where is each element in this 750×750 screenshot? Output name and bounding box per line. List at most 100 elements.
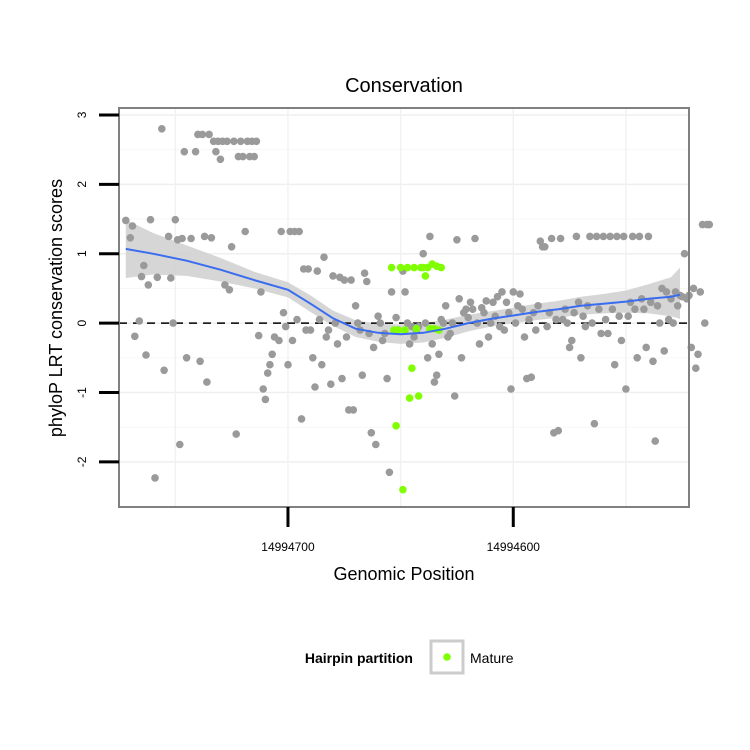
data-point-other xyxy=(374,312,382,321)
data-point-other xyxy=(304,265,313,273)
data-point-other xyxy=(613,232,621,241)
plot-area: 3 2 1 0 -1 -2 14994700 14994600 xyxy=(75,107,714,554)
data-point-other xyxy=(651,437,659,445)
data-point-other xyxy=(631,305,639,314)
data-point-other xyxy=(230,137,238,146)
data-point-other xyxy=(241,227,249,236)
data-point-other xyxy=(505,308,513,317)
data-point-mature xyxy=(410,263,418,272)
data-point-other xyxy=(484,333,493,341)
data-point-other xyxy=(579,312,587,321)
data-point-other xyxy=(176,440,184,449)
data-point-other xyxy=(360,269,369,278)
data-point-other xyxy=(322,333,331,341)
data-point-other xyxy=(144,281,153,289)
data-point-other xyxy=(563,319,572,327)
data-point-other xyxy=(574,298,583,307)
data-point-mature xyxy=(403,263,412,272)
data-point-other xyxy=(191,147,200,156)
data-point-other xyxy=(660,347,668,355)
data-point-other xyxy=(464,313,473,322)
legend-title: Hairpin partition xyxy=(305,650,413,666)
data-point-other xyxy=(572,232,581,241)
data-point-other xyxy=(297,415,306,423)
data-point-other xyxy=(187,234,195,243)
data-point-other xyxy=(164,232,173,241)
data-point-other xyxy=(507,385,515,393)
data-point-mature xyxy=(412,324,421,333)
data-point-other xyxy=(281,322,290,331)
data-point-other xyxy=(552,315,560,324)
data-point-other xyxy=(372,440,380,449)
data-point-other xyxy=(610,360,619,369)
data-point-other xyxy=(311,383,319,391)
data-point-other xyxy=(633,354,641,362)
data-point-other xyxy=(205,130,213,139)
data-point-other xyxy=(261,395,270,404)
data-point-other xyxy=(318,360,326,369)
data-point-other xyxy=(284,360,292,369)
data-point-other xyxy=(502,298,511,307)
data-point-other xyxy=(266,360,274,369)
y-axis-title: phyloP LRT conservation scores xyxy=(46,179,66,437)
data-point-other xyxy=(480,308,488,317)
y-tick-label: 1 xyxy=(75,250,89,257)
data-point-other xyxy=(160,366,168,375)
data-point-other xyxy=(263,369,272,377)
data-point-other xyxy=(171,215,180,224)
data-point-other xyxy=(338,374,346,383)
data-point-mature xyxy=(387,263,396,272)
data-point-other xyxy=(178,234,186,243)
data-point-other xyxy=(236,137,245,146)
data-point-other xyxy=(369,343,378,352)
data-point-other xyxy=(622,385,630,393)
data-point-other xyxy=(696,288,705,296)
data-point-other xyxy=(340,276,349,284)
y-tick-label: -2 xyxy=(75,456,89,467)
data-point-other xyxy=(498,288,506,296)
data-point-other xyxy=(363,277,371,286)
data-point-other xyxy=(640,305,648,314)
data-point-other xyxy=(500,326,509,334)
data-point-other xyxy=(453,236,461,244)
data-point-other xyxy=(509,288,518,296)
data-point-other xyxy=(527,373,536,382)
data-point-other xyxy=(421,319,430,327)
data-point-other xyxy=(556,234,565,243)
data-point-other xyxy=(541,243,549,251)
y-tick-label: 2 xyxy=(75,181,89,188)
data-point-other xyxy=(577,354,585,362)
data-point-other xyxy=(601,315,610,324)
data-point-other xyxy=(180,147,189,156)
data-point-other xyxy=(547,234,556,243)
data-point-other xyxy=(644,232,653,241)
data-point-other xyxy=(232,430,240,438)
data-point-other xyxy=(604,329,612,338)
data-point-other xyxy=(259,385,268,393)
data-point-other xyxy=(137,272,146,281)
data-point-other xyxy=(419,249,428,258)
panel-border xyxy=(118,107,690,508)
data-point-other xyxy=(428,340,437,348)
data-point-other xyxy=(457,354,466,362)
legend: Hairpin partition Mature xyxy=(305,639,514,675)
data-point-other xyxy=(597,329,605,338)
data-point-other xyxy=(606,232,614,241)
data-point-other xyxy=(694,350,702,359)
data-point-other xyxy=(128,222,137,230)
data-point-other xyxy=(568,336,576,345)
data-point-other xyxy=(592,232,601,241)
data-point-other xyxy=(126,234,135,242)
data-point-other xyxy=(207,234,216,242)
data-point-other xyxy=(489,298,497,307)
y-tick-label: 3 xyxy=(75,111,89,118)
data-point-other xyxy=(516,290,524,298)
data-point-mature xyxy=(405,394,414,402)
legend-key-mature-dot xyxy=(443,653,451,661)
data-point-other xyxy=(142,351,150,359)
data-point-other xyxy=(367,429,376,437)
data-point-other xyxy=(151,474,159,482)
data-point-other xyxy=(439,319,448,327)
data-point-mature xyxy=(401,326,409,334)
